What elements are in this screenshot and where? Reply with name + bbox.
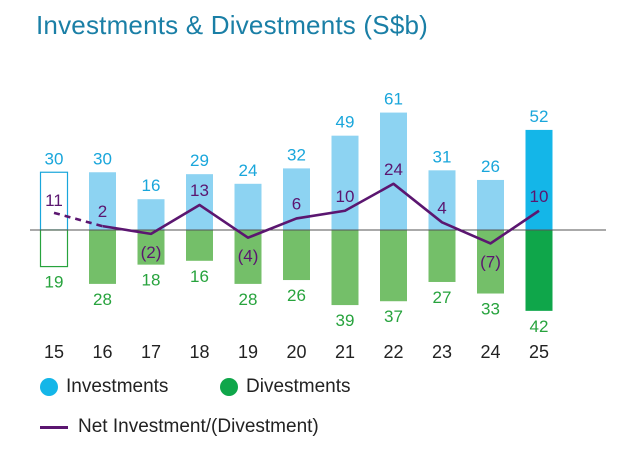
divestment-bar bbox=[331, 230, 359, 306]
investment-value-label: 49 bbox=[336, 113, 355, 132]
investment-value-label: 30 bbox=[93, 149, 112, 168]
x-tick-label: 22 bbox=[383, 342, 403, 362]
net-value-label: 11 bbox=[45, 191, 63, 210]
divestment-bar bbox=[428, 230, 456, 282]
net-value-label: 24 bbox=[384, 160, 403, 179]
investment-bar bbox=[89, 172, 116, 230]
x-tick-label: 16 bbox=[92, 342, 112, 362]
divestment-value-label: 42 bbox=[530, 317, 549, 336]
x-tick-label: 17 bbox=[141, 342, 161, 362]
divestment-value-label: 28 bbox=[239, 290, 258, 309]
divestment-value-label: 18 bbox=[142, 271, 161, 290]
divestment-value-label: 19 bbox=[45, 273, 64, 292]
investment-value-label: 52 bbox=[530, 107, 549, 126]
net-value-label: (4) bbox=[238, 247, 259, 266]
divestment-bar bbox=[137, 230, 165, 265]
investment-value-label: 29 bbox=[190, 151, 209, 170]
investment-bar bbox=[39, 171, 69, 231]
divestment-bar bbox=[39, 229, 69, 268]
legend-net-label: Net Investment/(Divestment) bbox=[78, 416, 319, 437]
net-value-label: 10 bbox=[336, 187, 355, 206]
divestment-value-label: 16 bbox=[190, 267, 209, 286]
investment-value-label: 31 bbox=[433, 147, 452, 166]
divestment-value-label: 28 bbox=[93, 290, 112, 309]
divestment-value-label: 33 bbox=[481, 300, 500, 319]
divestment-value-label: 27 bbox=[433, 288, 452, 307]
investment-bar bbox=[186, 174, 213, 230]
legend-divestments-label: Divestments bbox=[246, 376, 351, 397]
investment-bar bbox=[380, 112, 407, 230]
legend-investments-swatch bbox=[40, 378, 58, 396]
investment-bar bbox=[525, 129, 553, 230]
investment-bar bbox=[477, 179, 504, 230]
net-value-label: 13 bbox=[190, 181, 209, 200]
divestment-value-label: 37 bbox=[384, 307, 403, 326]
investment-bar bbox=[428, 170, 456, 230]
legend-divestments: Divestments bbox=[220, 376, 351, 398]
net-value-label: 2 bbox=[98, 202, 107, 221]
divestment-value-label: 26 bbox=[287, 286, 306, 305]
divestment-bar bbox=[525, 230, 553, 311]
investment-bar bbox=[234, 183, 262, 230]
x-tick-label: 24 bbox=[480, 342, 500, 362]
divestment-value-label: 39 bbox=[336, 311, 355, 330]
x-tick-label: 21 bbox=[335, 342, 355, 362]
net-line bbox=[102, 182, 540, 245]
x-tick-label: 23 bbox=[432, 342, 452, 362]
net-value-label: 6 bbox=[292, 194, 301, 213]
divestment-bar bbox=[89, 230, 116, 284]
x-tick-label: 18 bbox=[189, 342, 209, 362]
legend-net-swatch bbox=[40, 425, 68, 429]
x-tick-label: 25 bbox=[529, 342, 549, 362]
divestment-bar bbox=[186, 230, 213, 261]
investment-bar bbox=[331, 135, 359, 230]
net-line-dashed-segment bbox=[53, 211, 103, 228]
investment-value-label: 32 bbox=[287, 145, 306, 164]
investment-value-label: 16 bbox=[142, 176, 161, 195]
investment-bar bbox=[137, 199, 165, 230]
net-value-label: (2) bbox=[141, 243, 162, 262]
legend-net: Net Investment/(Divestment) bbox=[40, 416, 319, 438]
legend-investments-label: Investments bbox=[66, 376, 169, 397]
x-tick-label: 19 bbox=[238, 342, 258, 362]
chart-title: Investments & Divestments (S$b) bbox=[36, 10, 428, 40]
x-tick-label: 20 bbox=[286, 342, 306, 362]
net-value-label: 10 bbox=[530, 187, 549, 206]
net-value-label: 4 bbox=[437, 198, 446, 217]
divestment-bar bbox=[380, 230, 407, 302]
x-tick-label: 15 bbox=[44, 342, 64, 362]
investment-value-label: 24 bbox=[239, 161, 258, 180]
divestment-bar bbox=[283, 230, 310, 281]
investment-value-label: 30 bbox=[45, 149, 64, 168]
investment-value-label: 26 bbox=[481, 157, 500, 176]
legend-investments: Investments bbox=[40, 376, 168, 398]
investment-value-label: 61 bbox=[384, 90, 403, 109]
legend-divestments-swatch bbox=[220, 378, 238, 396]
net-value-label: (7) bbox=[480, 252, 501, 271]
